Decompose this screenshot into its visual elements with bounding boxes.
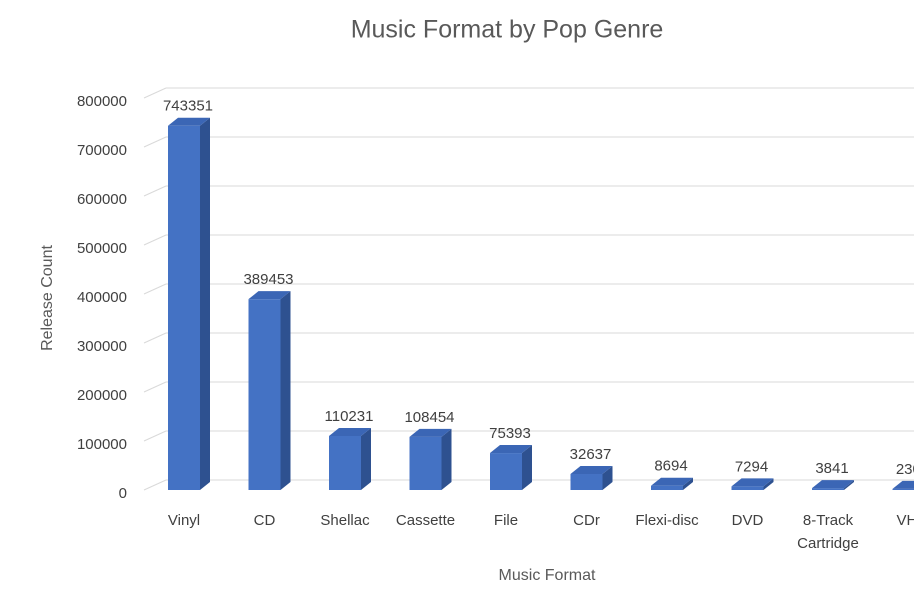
bar-side <box>280 291 291 490</box>
bar-side <box>602 466 613 490</box>
chart-title: Music Format by Pop Genre <box>351 16 664 44</box>
bar-side <box>441 428 452 490</box>
value-label: 2300 <box>896 461 914 478</box>
value-label: 108454 <box>404 409 454 426</box>
x-tick-label: 8-Track Cartridge <box>797 512 859 552</box>
bar-top <box>731 478 774 487</box>
y-tick-label: 500000 <box>77 240 127 257</box>
grid-line-depth <box>143 136 167 148</box>
bar-front <box>329 435 361 490</box>
bar <box>812 480 854 490</box>
value-label: 743351 <box>163 98 213 115</box>
grid-line-depth <box>143 283 167 295</box>
x-axis-title: Music Format <box>499 567 596 584</box>
grid-line-depth <box>143 430 167 442</box>
bar <box>409 428 452 490</box>
bar-front <box>731 486 764 490</box>
x-tick-label: VHS <box>896 512 914 529</box>
bar-front <box>409 436 442 490</box>
bar-top <box>892 480 914 489</box>
bar <box>248 291 291 490</box>
x-tick-label: Flexi-disc <box>635 512 699 529</box>
x-tick-label: Vinyl <box>167 512 201 529</box>
value-label: 75393 <box>489 425 531 442</box>
bar-top <box>248 291 291 300</box>
bar-front <box>248 299 281 490</box>
value-label: 110231 <box>325 408 374 425</box>
value-label: 3841 <box>815 460 848 477</box>
y-tick-label: 200000 <box>77 387 127 404</box>
y-tick-label: 700000 <box>77 142 127 159</box>
y-tick-label: 400000 <box>77 289 127 306</box>
bar-top <box>812 480 854 489</box>
bar-front <box>892 488 914 490</box>
bar-side <box>683 477 693 490</box>
y-tick-label: 100000 <box>77 436 127 453</box>
bar-front <box>812 488 844 490</box>
y-tick-label: 0 <box>119 485 127 502</box>
x-tick-label: File <box>493 512 519 529</box>
grid-line-depth <box>143 234 167 246</box>
bar-side <box>361 427 371 490</box>
bar <box>731 478 774 490</box>
y-tick-label: 300000 <box>77 338 127 355</box>
x-tick-label: DVD <box>731 512 764 529</box>
bar-side <box>522 445 532 490</box>
y-tick-label: 800000 <box>77 93 127 110</box>
value-label: 7294 <box>735 458 768 475</box>
x-tick-label: Cassette <box>395 512 456 529</box>
value-label: 8694 <box>654 458 687 475</box>
bar-front <box>490 453 522 490</box>
value-label: 32637 <box>570 446 612 463</box>
bar-front <box>168 125 200 491</box>
bar-side <box>844 480 854 490</box>
bar-top <box>168 117 210 126</box>
bar-top <box>409 428 452 437</box>
grid-line-depth <box>143 87 167 99</box>
x-tick-label: Shellac <box>320 512 370 529</box>
bar <box>892 480 914 490</box>
grid-line-depth <box>143 381 167 393</box>
grid-line-depth <box>143 185 167 197</box>
bar <box>329 427 371 490</box>
y-axis-title: Release Count <box>39 245 56 351</box>
y-tick-label: 600000 <box>77 191 127 208</box>
value-label: 389453 <box>243 271 293 288</box>
bar <box>570 466 613 490</box>
bar-front <box>570 474 603 490</box>
bar-top <box>570 466 613 475</box>
bar-top <box>490 445 532 454</box>
bar <box>651 477 693 490</box>
grid-line-depth <box>143 479 167 491</box>
bar-front <box>651 485 683 490</box>
bar-side <box>200 117 210 491</box>
bar <box>168 117 210 491</box>
bar <box>490 445 532 490</box>
bar-top <box>651 477 693 486</box>
x-tick-label: CD <box>253 512 276 529</box>
x-tick-label: CDr <box>573 512 600 529</box>
grid-line-depth <box>143 332 167 344</box>
bar-side <box>763 478 774 490</box>
bar-top <box>329 427 371 436</box>
